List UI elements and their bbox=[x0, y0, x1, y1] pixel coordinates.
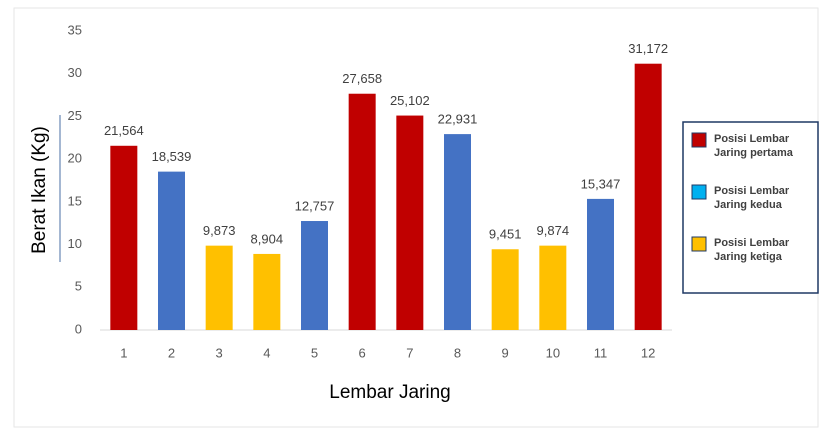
y-tick-label: 10 bbox=[68, 236, 82, 251]
x-tick-label: 10 bbox=[546, 345, 560, 360]
bar bbox=[110, 145, 138, 330]
data-label: 9,874 bbox=[537, 223, 570, 238]
x-tick-label: 2 bbox=[168, 345, 175, 360]
x-tick-label: 3 bbox=[216, 345, 223, 360]
data-label: 8,904 bbox=[251, 231, 284, 246]
bar bbox=[396, 115, 424, 331]
legend-swatch bbox=[691, 132, 707, 148]
data-label: 21,564 bbox=[104, 123, 144, 138]
y-tick-label: 20 bbox=[68, 151, 82, 166]
bar bbox=[348, 93, 376, 331]
x-tick-label: 7 bbox=[406, 345, 413, 360]
data-label: 25,102 bbox=[390, 93, 430, 108]
legend-label: Posisi Lembar Jaring ketiga bbox=[714, 237, 790, 263]
x-tick-label: 9 bbox=[502, 345, 509, 360]
data-label: 18,539 bbox=[152, 149, 192, 164]
x-tick-label: 6 bbox=[359, 345, 366, 360]
data-label: 9,451 bbox=[489, 227, 522, 242]
y-tick-label: 5 bbox=[75, 279, 82, 294]
data-label: 31,172 bbox=[628, 41, 668, 56]
y-tick-label: 30 bbox=[68, 65, 82, 80]
x-axis-title: Lembar Jaring bbox=[329, 382, 450, 403]
bar bbox=[301, 221, 328, 330]
data-label: 27,658 bbox=[342, 71, 382, 86]
bar bbox=[587, 198, 614, 330]
y-tick-label: 15 bbox=[68, 193, 82, 208]
data-label: 9,873 bbox=[203, 223, 236, 238]
legend-label: Posisi Lembar Jaring kedua bbox=[714, 185, 790, 211]
x-tick-label: 4 bbox=[263, 345, 270, 360]
y-tick-label: 25 bbox=[68, 108, 82, 123]
legend-swatch bbox=[691, 184, 707, 200]
legend-label: Posisi Lembar Jaring pertama bbox=[714, 133, 793, 159]
x-tick-label: 12 bbox=[641, 345, 655, 360]
bar bbox=[158, 171, 185, 330]
y-axis-title: Berat Ikan (Kg) bbox=[29, 126, 50, 254]
data-label: 15,347 bbox=[581, 176, 621, 191]
x-tick-label: 11 bbox=[594, 345, 608, 360]
y-tick-label: 0 bbox=[75, 321, 82, 336]
legend-swatch bbox=[691, 236, 707, 252]
bar bbox=[539, 245, 567, 330]
legend-box bbox=[682, 121, 819, 294]
x-tick-label: 5 bbox=[311, 345, 318, 360]
data-label: 12,757 bbox=[295, 198, 335, 213]
bar bbox=[491, 249, 519, 330]
bar bbox=[253, 253, 281, 330]
bar bbox=[444, 134, 471, 330]
data-label: 22,931 bbox=[438, 112, 478, 127]
bar bbox=[205, 245, 233, 330]
y-tick-label: 35 bbox=[68, 22, 82, 37]
bar bbox=[634, 63, 662, 330]
x-tick-label: 8 bbox=[454, 345, 461, 360]
x-tick-label: 1 bbox=[120, 345, 127, 360]
